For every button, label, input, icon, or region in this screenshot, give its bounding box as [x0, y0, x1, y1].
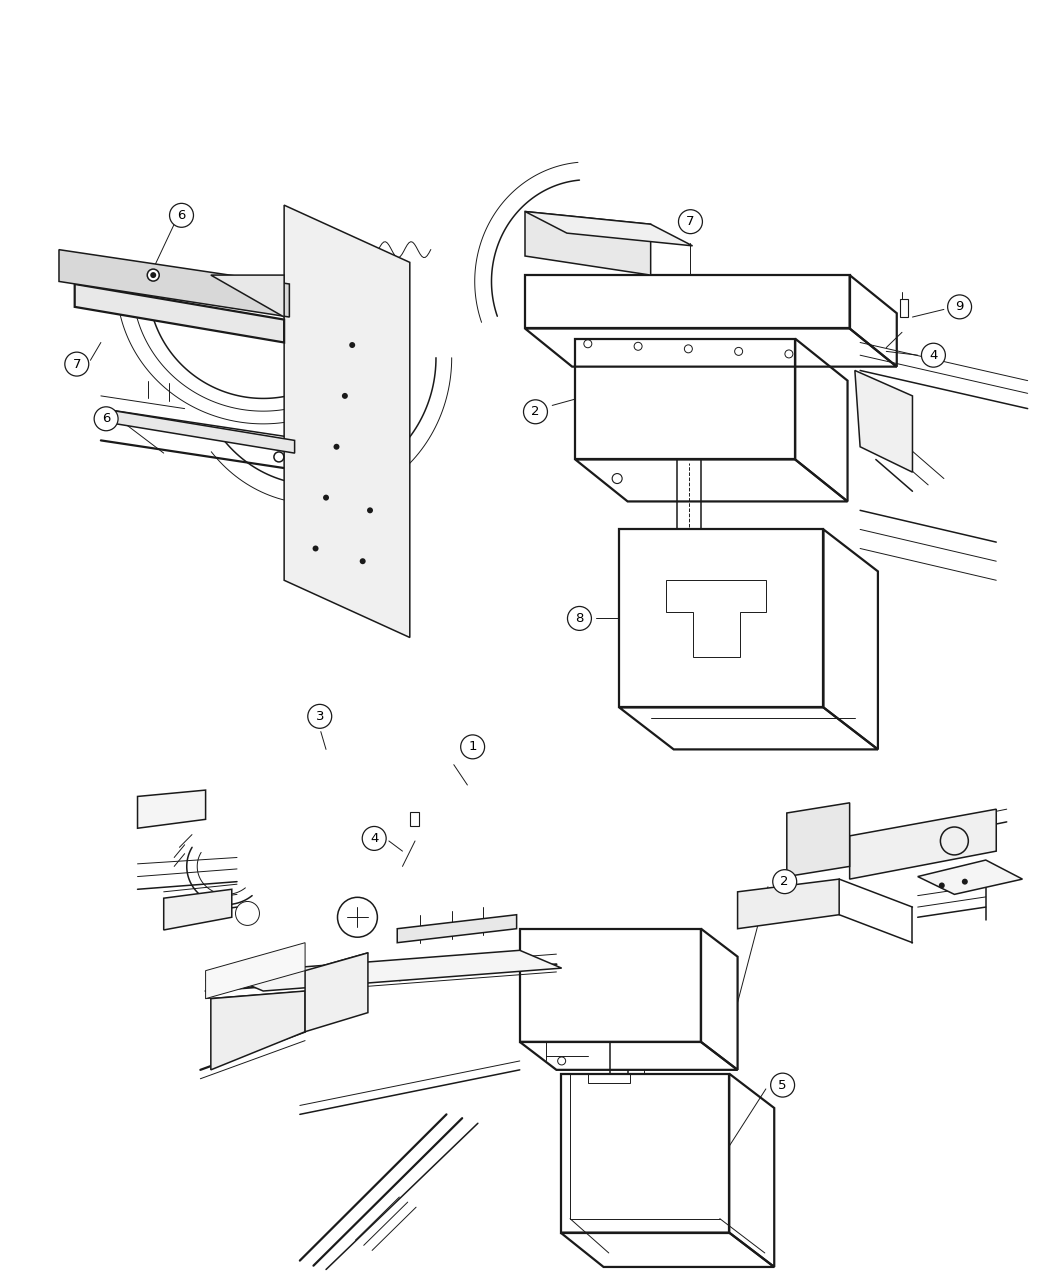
- Circle shape: [334, 444, 339, 450]
- Polygon shape: [101, 408, 295, 453]
- Polygon shape: [397, 914, 517, 942]
- Polygon shape: [849, 810, 996, 878]
- Polygon shape: [737, 878, 839, 928]
- Polygon shape: [59, 250, 290, 317]
- Circle shape: [678, 209, 702, 233]
- Text: 1: 1: [468, 741, 477, 754]
- Circle shape: [922, 343, 945, 367]
- Text: 8: 8: [575, 612, 584, 625]
- Circle shape: [313, 546, 318, 552]
- Polygon shape: [525, 212, 693, 246]
- Polygon shape: [222, 950, 562, 991]
- Circle shape: [94, 407, 118, 431]
- Circle shape: [308, 704, 332, 728]
- Circle shape: [150, 272, 156, 278]
- Text: 2: 2: [780, 875, 789, 889]
- Polygon shape: [285, 205, 410, 638]
- Circle shape: [360, 558, 365, 565]
- Circle shape: [558, 1057, 566, 1065]
- Circle shape: [612, 473, 623, 483]
- Circle shape: [368, 507, 373, 514]
- Circle shape: [147, 269, 160, 280]
- Text: 7: 7: [72, 357, 81, 371]
- Polygon shape: [75, 284, 285, 343]
- Polygon shape: [206, 942, 306, 998]
- Circle shape: [567, 607, 591, 630]
- Polygon shape: [164, 889, 232, 929]
- Polygon shape: [786, 803, 849, 877]
- Circle shape: [524, 400, 547, 423]
- Polygon shape: [211, 991, 306, 1070]
- Circle shape: [461, 734, 485, 759]
- Circle shape: [773, 870, 797, 894]
- Circle shape: [350, 342, 355, 348]
- Polygon shape: [306, 952, 367, 1031]
- Text: 7: 7: [687, 215, 695, 228]
- Circle shape: [948, 295, 971, 319]
- Circle shape: [169, 203, 193, 227]
- Circle shape: [771, 1074, 795, 1096]
- Circle shape: [362, 826, 386, 850]
- Bar: [900, 300, 908, 317]
- Polygon shape: [525, 212, 651, 275]
- Polygon shape: [211, 275, 285, 317]
- Circle shape: [939, 882, 945, 889]
- Text: 5: 5: [778, 1079, 786, 1091]
- Text: 6: 6: [102, 412, 110, 426]
- Circle shape: [65, 352, 89, 376]
- Circle shape: [342, 393, 348, 399]
- Text: 3: 3: [315, 710, 324, 723]
- Circle shape: [323, 495, 329, 501]
- Polygon shape: [855, 371, 912, 472]
- Circle shape: [962, 878, 968, 885]
- Bar: [410, 812, 419, 826]
- Polygon shape: [138, 790, 206, 829]
- Text: 2: 2: [531, 405, 540, 418]
- Polygon shape: [918, 861, 1023, 894]
- Text: 4: 4: [370, 831, 378, 845]
- Text: 6: 6: [177, 209, 186, 222]
- Text: 9: 9: [956, 301, 964, 314]
- Text: 4: 4: [929, 348, 938, 362]
